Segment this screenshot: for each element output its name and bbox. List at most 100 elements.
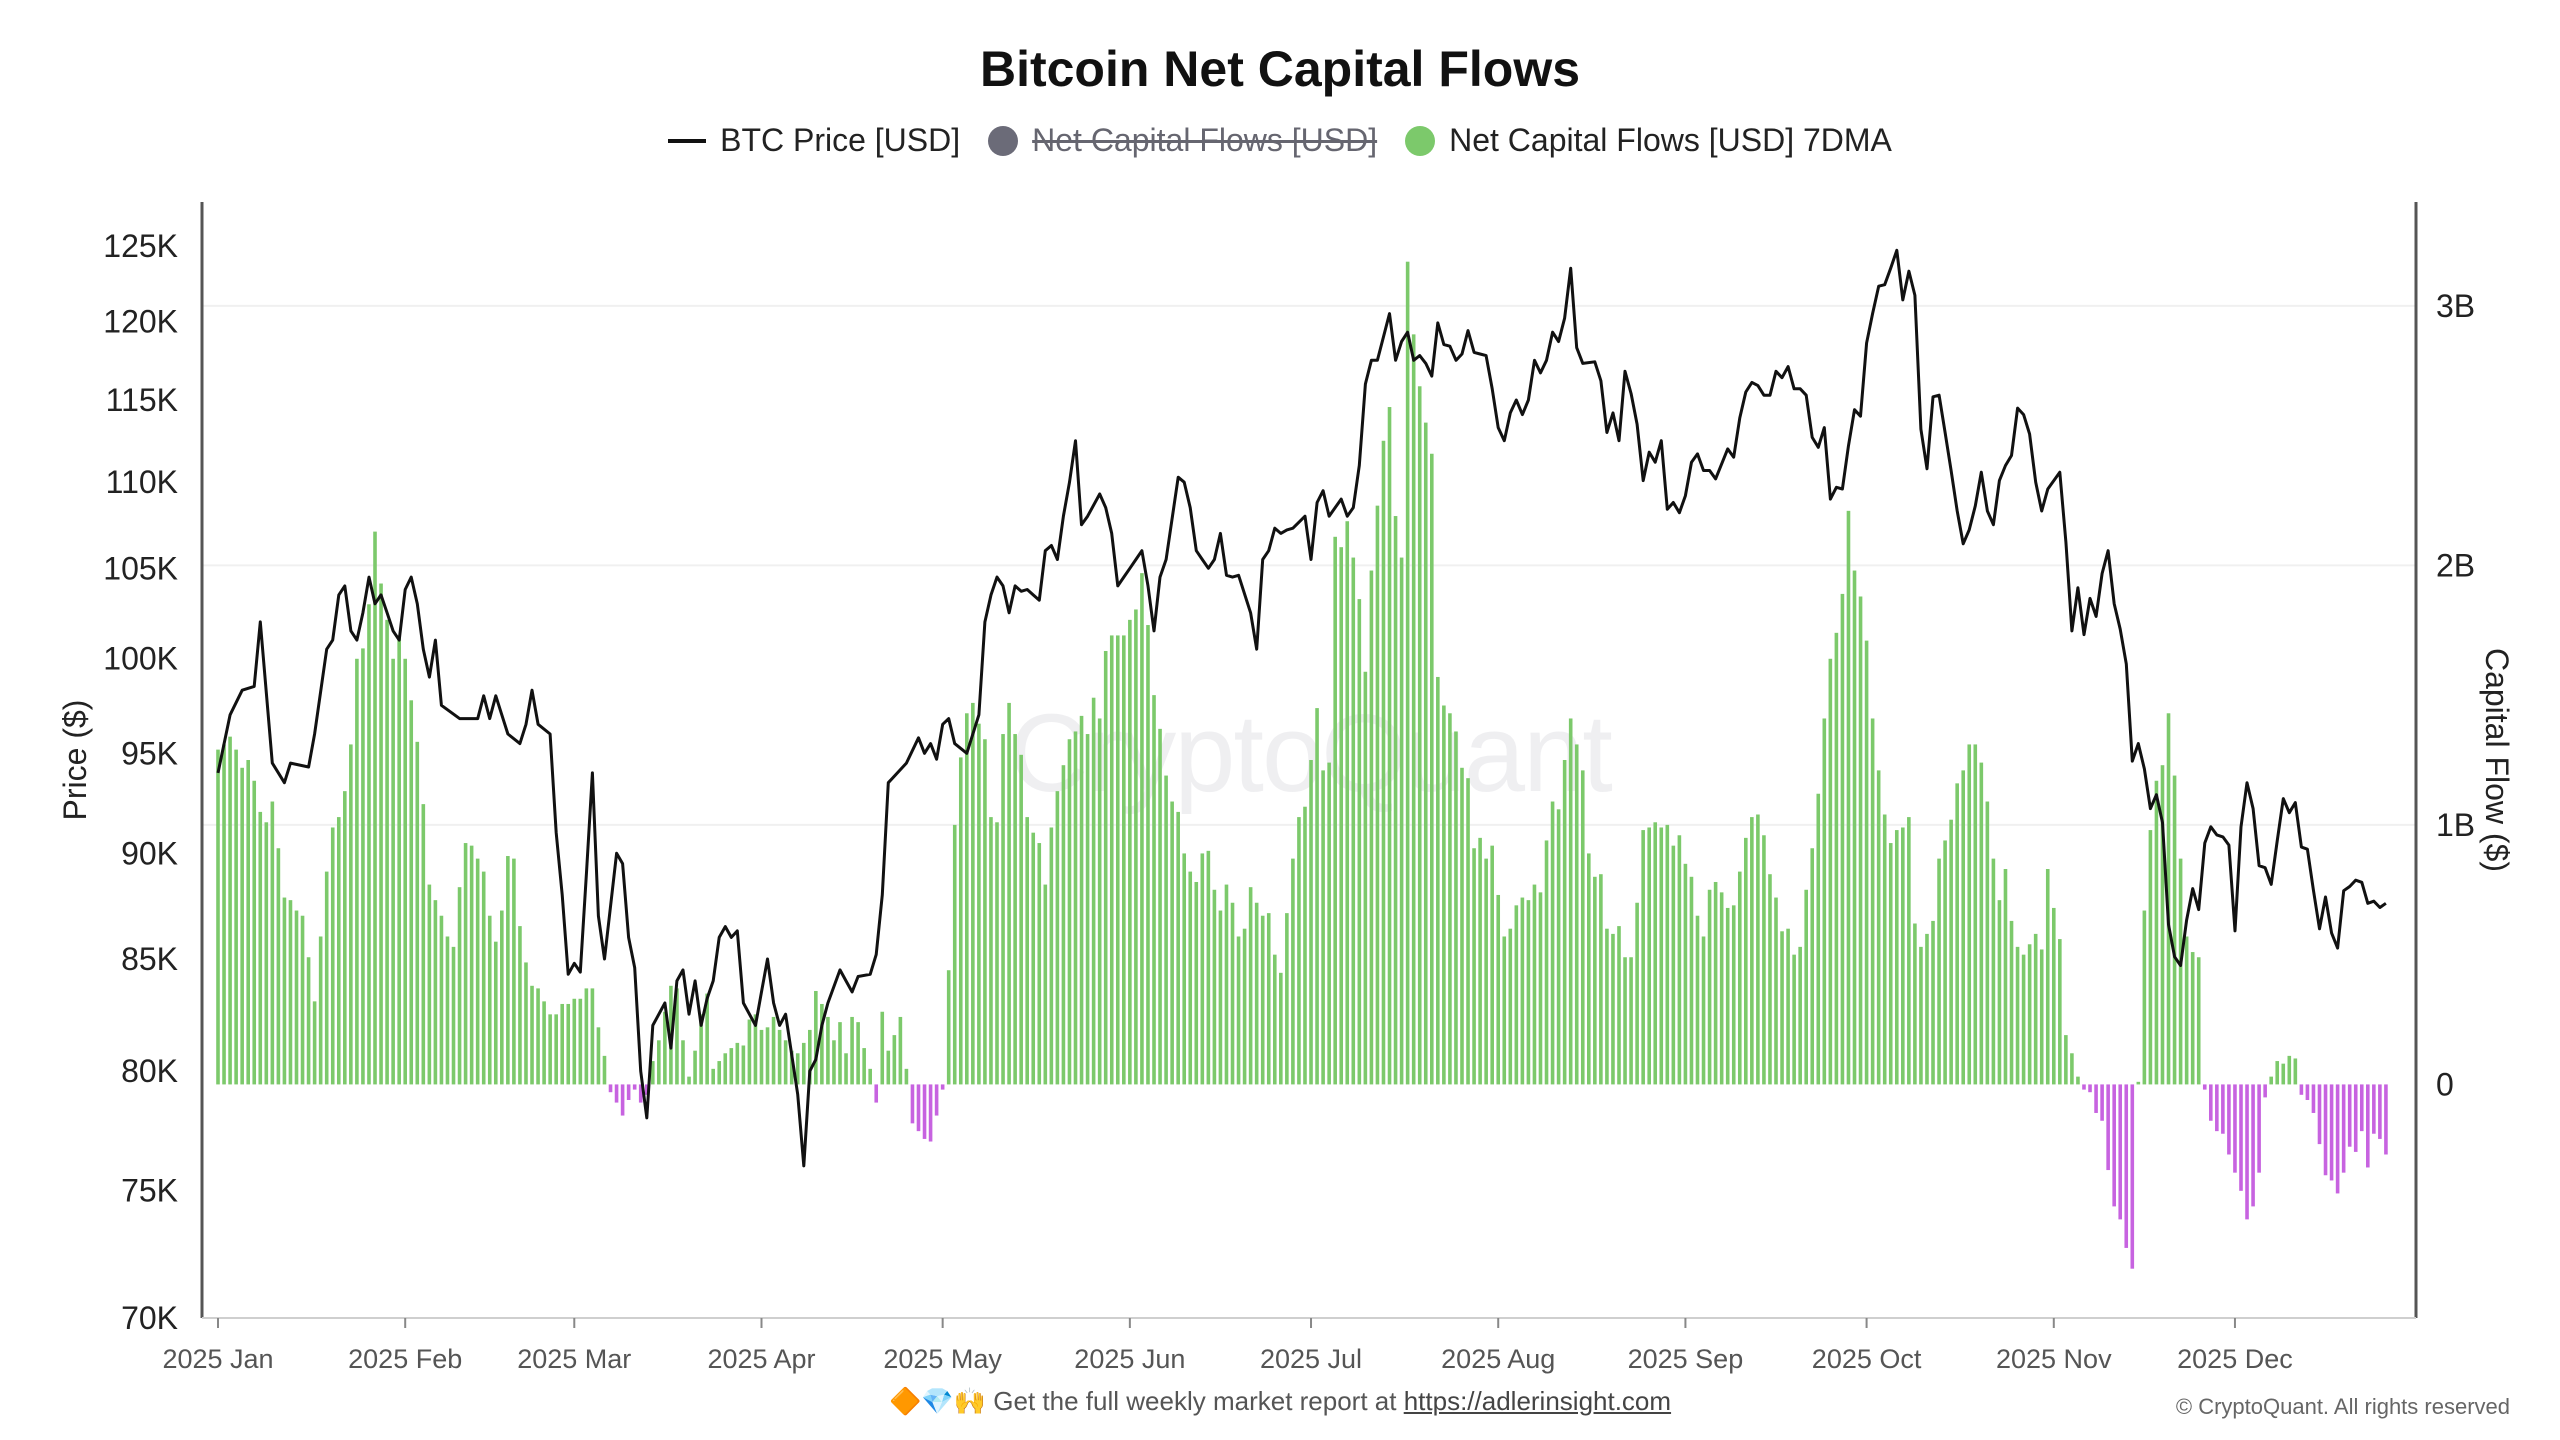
flow-bar: [2215, 1084, 2219, 1132]
flow-bar: [379, 583, 383, 1085]
flow-bar: [729, 1048, 734, 1085]
flow-bar: [548, 1014, 552, 1085]
copyright: © CryptoQuant. All rights reserved: [2175, 1394, 2510, 1419]
x-tick-label: 2025 Sep: [1628, 1344, 1744, 1374]
flow-bar: [578, 998, 583, 1085]
flow-bar: [2160, 765, 2165, 1085]
flow-bar: [2233, 1084, 2237, 1173]
flow-bar: [566, 1003, 571, 1085]
flow-bar: [1224, 884, 1229, 1085]
flow-bar: [650, 1061, 655, 1085]
x-tick-label: 2025 Nov: [1996, 1344, 2112, 1374]
flow-bar: [1375, 505, 1380, 1085]
flow-bar: [2178, 858, 2183, 1085]
flow-bar: [880, 1011, 885, 1085]
btc-price-line: [216, 248, 2387, 1168]
flow-bar: [590, 988, 595, 1085]
flow-bar: [1405, 261, 1410, 1085]
flow-bar: [1870, 718, 1875, 1085]
flow-bar: [1327, 762, 1331, 1085]
flow-bar: [1031, 832, 1036, 1085]
flow-bar: [1206, 850, 1211, 1085]
flow-bar: [1242, 928, 1247, 1085]
flow-bar: [228, 736, 232, 1085]
flow-bar: [306, 957, 311, 1085]
flow-bar: [2317, 1084, 2322, 1145]
flow-bar: [2257, 1084, 2261, 1173]
flow-bar: [1731, 905, 1736, 1085]
flow-bar: [1399, 557, 1404, 1085]
flow-bar: [1079, 715, 1084, 1085]
left-tick-label: 100K: [103, 640, 178, 676]
flow-bar: [1448, 713, 1452, 1085]
flow-bar: [1907, 817, 1911, 1085]
footer-link[interactable]: https://adlerinsight.com: [1403, 1386, 1672, 1416]
flow-bar: [832, 1040, 836, 1085]
x-tick-label: 2025 Feb: [348, 1344, 462, 1374]
flow-bar: [1363, 671, 1368, 1085]
flow-bar: [2130, 1084, 2135, 1269]
dot-swatch-icon: [1405, 125, 1436, 156]
flow-bar: [2378, 1084, 2382, 1139]
flow-bar: [2142, 910, 2147, 1085]
flow-bar: [427, 884, 432, 1085]
flow-bar: [294, 910, 299, 1085]
y-axis-label-right: Capital Flow ($): [2479, 648, 2515, 872]
legend-item-net-capital-flows[interactable]: Net Capital Flows [USD]: [988, 122, 1377, 159]
left-tick-label: 115K: [106, 382, 178, 418]
flow-bar: [1091, 697, 1096, 1085]
flow-bar: [397, 635, 401, 1085]
flow-bar: [1073, 731, 1078, 1085]
flow-bar: [1894, 830, 1899, 1085]
flow-bar: [1538, 892, 1543, 1085]
flow-bar: [2076, 1076, 2080, 1085]
flow-bar: [1266, 913, 1271, 1085]
left-tick-label: 120K: [103, 303, 178, 339]
flow-bar: [1713, 881, 1718, 1085]
flow-bar: [1297, 817, 1301, 1085]
flow-bar: [2094, 1084, 2098, 1113]
flow-bar: [1556, 809, 1561, 1085]
flow-bar: [1961, 770, 1966, 1085]
left-tick-label: 70K: [121, 1300, 178, 1336]
flow-bar: [1580, 770, 1585, 1085]
flow-bar: [1128, 619, 1132, 1085]
right-tick-label: 3B: [2436, 288, 2475, 324]
flow-bar: [723, 1053, 728, 1085]
flow-bar: [1659, 827, 1664, 1085]
flow-bar: [1423, 422, 1428, 1085]
flow-bar: [2275, 1061, 2280, 1085]
flow-bar: [1103, 650, 1108, 1085]
flow-bar: [928, 1084, 933, 1142]
flow-bar: [506, 856, 510, 1085]
x-tick-label: 2025 Oct: [1812, 1344, 1922, 1374]
flow-bar: [1285, 913, 1289, 1085]
flow-bar: [2263, 1084, 2267, 1098]
flow-bar: [1061, 765, 1066, 1085]
flow-bar: [1750, 817, 1754, 1085]
flow-bar: [493, 941, 498, 1085]
flow-bar: [270, 801, 275, 1085]
flow-bar: [777, 1029, 782, 1085]
flow-bar: [1967, 744, 1972, 1085]
flow-bar: [1744, 837, 1748, 1085]
legend-item-btc-price[interactable]: BTC Price [USD]: [668, 122, 960, 159]
flow-bar: [1321, 770, 1325, 1085]
flow-bar: [868, 1068, 872, 1085]
right-tick-label: 0: [2436, 1066, 2454, 1102]
flow-bar: [1641, 830, 1645, 1085]
flow-bar: [1834, 632, 1839, 1085]
flow-bar: [922, 1084, 927, 1139]
flow-bar: [596, 1027, 601, 1085]
flow-bar: [1097, 718, 1102, 1085]
flow-bar: [1683, 863, 1688, 1085]
flow-bar: [373, 531, 377, 1085]
flow-bar: [1200, 853, 1205, 1085]
flow-bar: [838, 1022, 842, 1085]
flow-bar: [457, 887, 462, 1085]
legend-item-net-capital-flows-7dma[interactable]: Net Capital Flows [USD] 7DMA: [1405, 122, 1892, 159]
flow-bar: [735, 1042, 740, 1085]
flow-bar: [1671, 845, 1676, 1085]
flow-bar: [1514, 905, 1519, 1085]
left-tick-label: 90K: [121, 835, 178, 871]
